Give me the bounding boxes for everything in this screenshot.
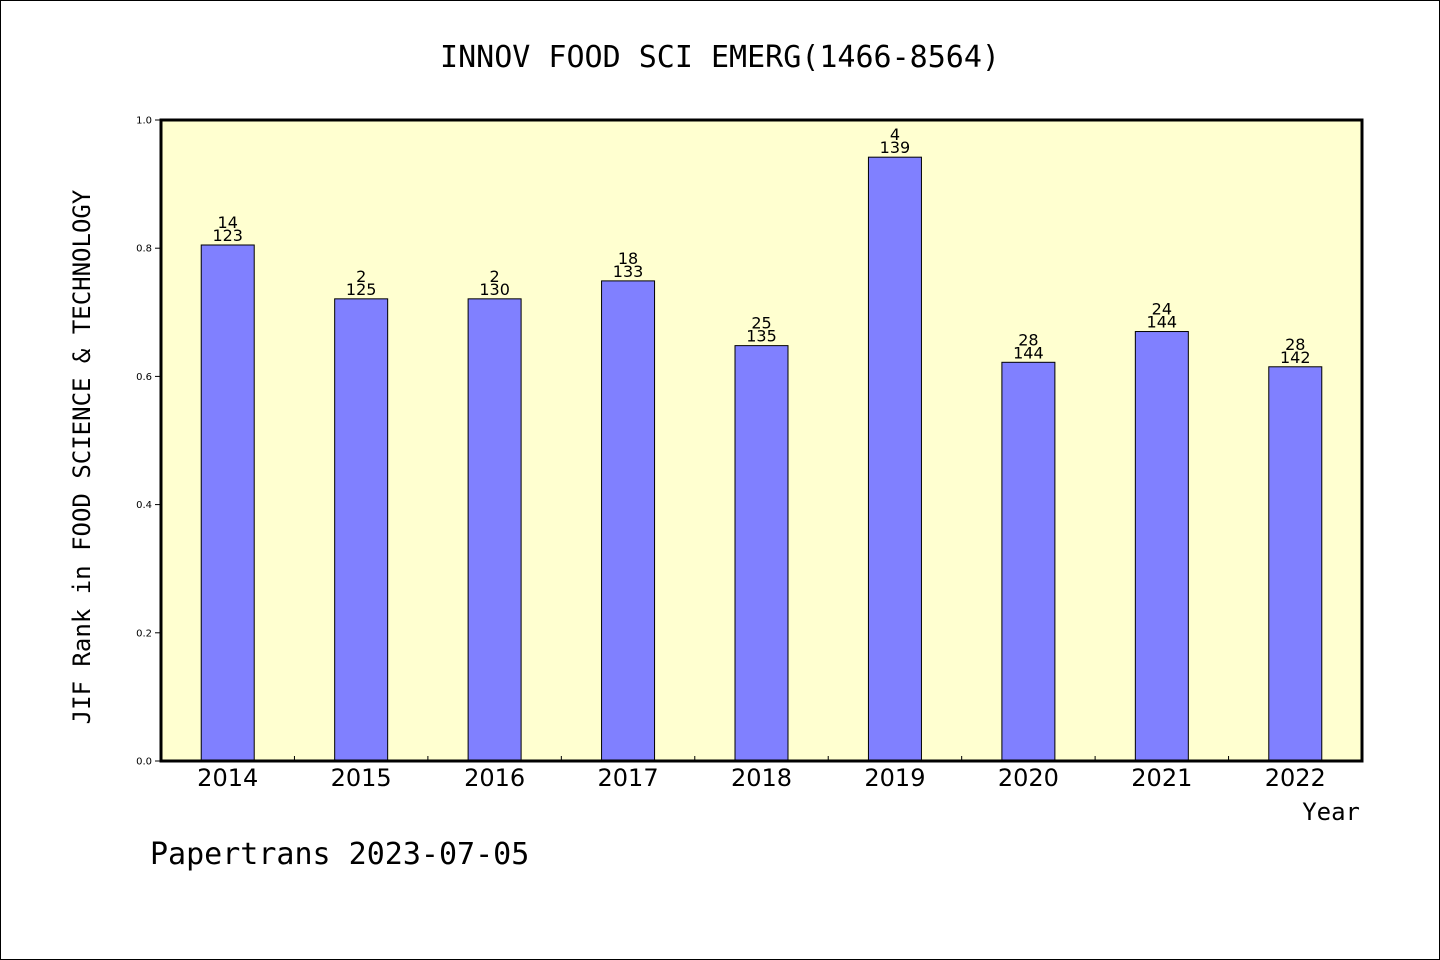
bar-total-label: 125 [346, 280, 377, 299]
bar-total-label: 144 [1147, 313, 1178, 332]
bar-total-label: 139 [880, 138, 911, 157]
bar-labels-layer: 1412321252130181332513541392814424144281… [212, 125, 1310, 367]
x-tick-label: 2016 [464, 764, 525, 792]
y-tick-label: 1.0 [136, 116, 152, 127]
bar-total-label: 133 [613, 262, 644, 281]
bar-rank-label: 18 [618, 249, 638, 268]
y-tick-label: 0.2 [136, 628, 152, 639]
bar-total-label: 130 [479, 280, 510, 299]
bar-2018 [734, 345, 789, 762]
y-axis-ticks: 0.0 0.2 0.4 0.6 0.8 1.0 [136, 116, 161, 768]
y-tick-label: 0.6 [136, 372, 152, 383]
y-tick-label: 0.8 [136, 244, 152, 255]
bar-rank-label: 25 [751, 314, 771, 333]
bar-2014 [200, 244, 255, 762]
bar-rank-label: 28 [1018, 330, 1038, 349]
bar-rank-label: 14 [218, 213, 238, 232]
bar-2020 [1001, 361, 1056, 762]
x-tick-label: 2022 [1265, 764, 1326, 792]
bar-2016 [467, 298, 522, 762]
x-tick-label: 2015 [331, 764, 392, 792]
x-tick-label: 2020 [998, 764, 1059, 792]
x-tick-label: 2017 [598, 764, 659, 792]
bar-2015 [334, 298, 389, 762]
x-tick-label: 2019 [864, 764, 925, 792]
bar-2019 [867, 156, 922, 762]
bar-rank-label: 24 [1152, 300, 1172, 319]
bar-2022 [1268, 366, 1323, 762]
bar-rank-label: 28 [1285, 335, 1305, 354]
plot-border [159, 118, 1364, 763]
chart-title: INNOV FOOD SCI EMERG(1466-8564) [440, 40, 1000, 75]
x-tick-label: 2014 [197, 764, 258, 792]
x-axis-label: Year [1302, 798, 1360, 826]
bar-rank-label: 2 [356, 267, 366, 286]
bars-layer [200, 156, 1323, 762]
y-axis-label: JIF Rank in FOOD SCIENCE & TECHNOLOGY [68, 189, 96, 724]
bar-2021 [1134, 331, 1189, 762]
y-tick-label: 0.4 [136, 500, 152, 511]
bar-total-label: 135 [746, 327, 777, 346]
footer-credit: Papertrans 2023-07-05 [150, 837, 529, 872]
y-tick-label: 0.0 [136, 757, 152, 768]
bar-total-label: 144 [1013, 343, 1044, 362]
x-tick-label: 2018 [731, 764, 792, 792]
x-tick-label: 2021 [1131, 764, 1192, 792]
x-axis-ticks: 2014 2015 2016 2017 2018 2019 2020 2021 2022 [197, 756, 1326, 792]
bar-rank-label: 2 [490, 267, 500, 286]
bar-total-label: 123 [212, 226, 243, 245]
bar-total-label: 142 [1280, 348, 1311, 367]
bar-2017 [601, 280, 656, 762]
bar-rank-label: 4 [890, 125, 900, 144]
